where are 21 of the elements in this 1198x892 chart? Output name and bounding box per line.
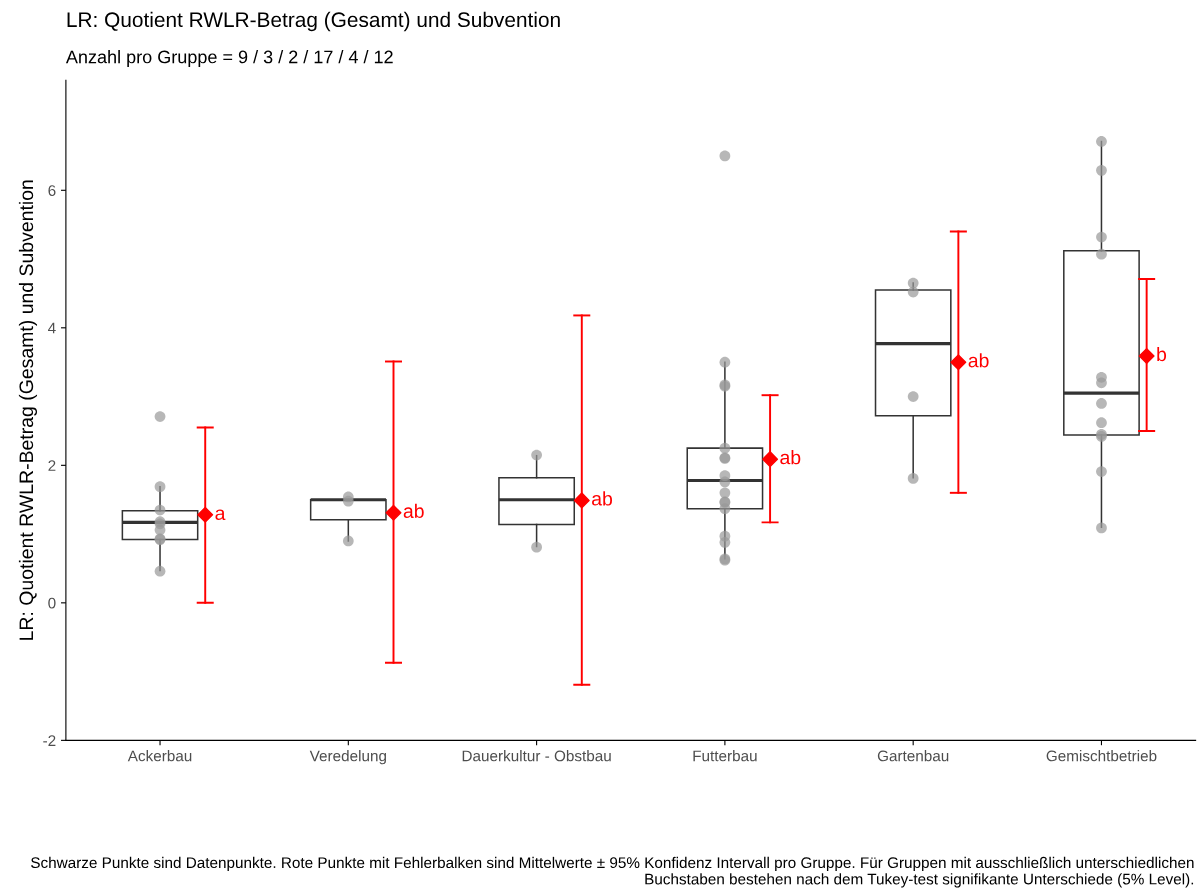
chart-subtitle: Anzahl pro Gruppe = 9 / 3 / 2 / 17 / 4 / 12 (65, 50, 393, 67)
x-tick-label: Ackerbau (127, 750, 192, 762)
text: Schwarze Punkte sind Datenpunkte. Rote Punkte mit Fehlerbalken sind Mittelwerte ± 95% Konfidenz Intervall pro Gruppe. Für Gruppen mit ausschließlich unterschiedlichen Buchstaben bestehen nach dem Tukey-test signifikante Unterschiede (5% Level). (31, 856, 1194, 888)
y-axis-title: LR: Quotient RWLR-Betrag (Gesamt) und Subvention (18, 180, 38, 640)
y-tick-label: 4 (48, 322, 56, 334)
y-tick-label: 0 (48, 597, 56, 609)
chart-title: LR: Quotient RWLR-Betrag (Gesamt) und Subvention (67, 11, 560, 32)
y-tick-label: -2 (43, 735, 56, 746)
x-tick-label: Dauerkultur - Obstbau (462, 750, 611, 762)
y-tick-label: 2 (48, 460, 56, 471)
data-label: a (215, 509, 226, 521)
y-tick-label: 6 (48, 185, 56, 196)
data-label: b (1157, 346, 1167, 362)
x-tick-label: Veredelung (309, 750, 386, 765)
data-label: ab (780, 450, 801, 465)
data-label: ab (968, 353, 989, 368)
data-label: ab (403, 503, 424, 518)
data-label: ab (592, 491, 613, 506)
x-tick-label: Gartenbau (877, 750, 949, 762)
x-tick-label: Gemischtbetrieb (1046, 750, 1157, 762)
x-tick-label: Futterbau (693, 750, 757, 762)
